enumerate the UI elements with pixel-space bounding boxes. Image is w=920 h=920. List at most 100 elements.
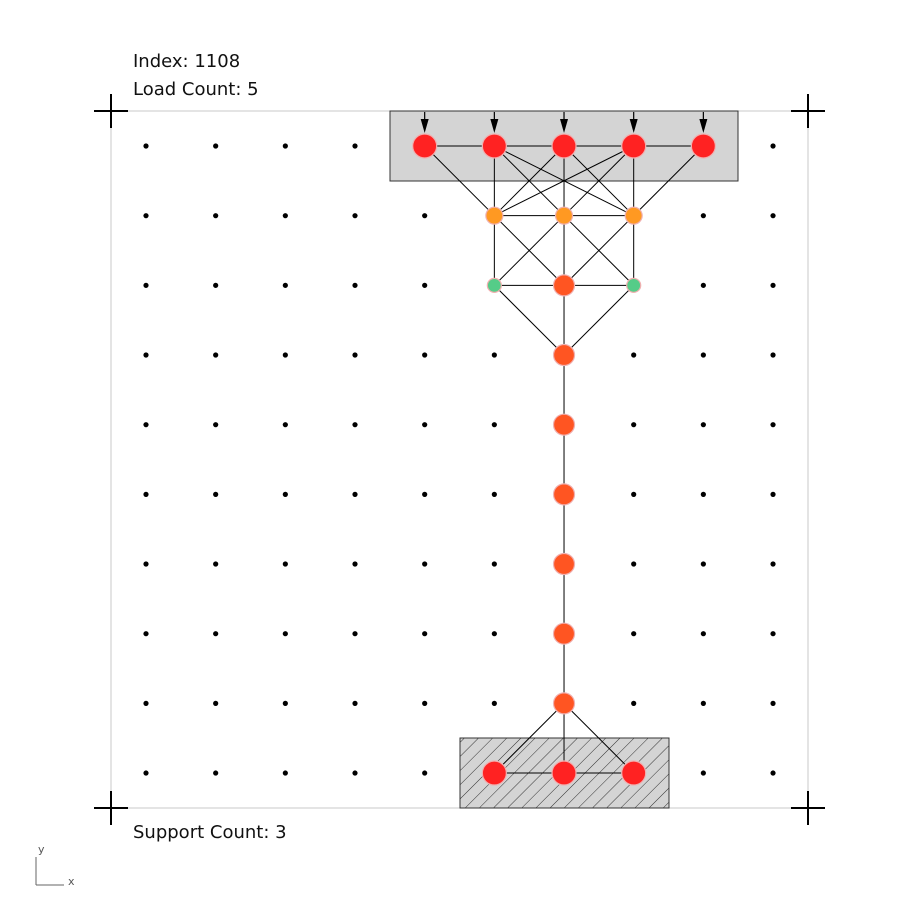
structure-node xyxy=(552,483,576,506)
grid-dot xyxy=(631,352,637,358)
grid-dot xyxy=(352,352,358,358)
grid-dot xyxy=(282,561,288,567)
member-edge xyxy=(563,284,635,356)
member-edge xyxy=(493,284,565,356)
structure-node xyxy=(621,760,647,786)
grid-dot xyxy=(422,561,428,567)
structure-node xyxy=(412,133,438,159)
grid-dot xyxy=(213,631,219,637)
structure-node xyxy=(481,760,507,786)
grid-dot xyxy=(143,561,149,567)
index-label: Index: 1108 xyxy=(133,53,240,71)
corner-marker-bottom-right xyxy=(791,791,825,825)
grid-dot xyxy=(700,631,706,637)
grid-dot xyxy=(213,143,219,149)
grid-dot xyxy=(770,143,776,149)
grid-dot xyxy=(282,491,288,497)
load-arrows xyxy=(420,112,708,133)
grid-dot xyxy=(282,422,288,428)
member-edge xyxy=(493,145,565,217)
grid-dot xyxy=(213,491,219,497)
member-edge xyxy=(563,215,635,286)
structure-node xyxy=(551,760,577,786)
load-count-value: 5 xyxy=(247,79,259,100)
grid-dot xyxy=(770,282,776,288)
grid-dot xyxy=(143,491,149,497)
structure-node xyxy=(626,277,642,293)
grid-dot xyxy=(143,143,149,149)
grid-dot xyxy=(491,700,497,706)
grid-dot xyxy=(352,700,358,706)
grid-dot xyxy=(143,213,149,219)
grid-dot xyxy=(352,491,358,497)
grid-dot xyxy=(700,491,706,497)
grid-dot xyxy=(491,422,497,428)
structure-node xyxy=(552,622,576,645)
load-count-label: Load Count: 5 xyxy=(133,81,259,99)
member-edge xyxy=(424,145,495,217)
structure-node xyxy=(621,133,647,159)
grid-dot xyxy=(770,422,776,428)
structure-node xyxy=(552,692,576,715)
grid-dot xyxy=(491,561,497,567)
grid-dot xyxy=(770,213,776,219)
grid-dot xyxy=(770,631,776,637)
corner-markers xyxy=(94,94,825,825)
grid-dot xyxy=(213,352,219,358)
load-arrow-icon xyxy=(629,112,638,133)
structure-node xyxy=(552,552,576,576)
structure-node xyxy=(624,206,643,225)
grid-dot xyxy=(491,631,497,637)
grid-dot xyxy=(700,700,706,706)
grid-dot xyxy=(143,282,149,288)
grid-dot xyxy=(422,631,428,637)
grid-dot xyxy=(770,491,776,497)
structure-nodes xyxy=(412,133,716,786)
grid-dot xyxy=(631,491,637,497)
grid-dot xyxy=(213,282,219,288)
corner-marker-top-left xyxy=(94,94,128,128)
support-count-label: Support Count: 3 xyxy=(133,824,287,842)
grid-dot xyxy=(213,213,219,219)
grid-dot xyxy=(700,282,706,288)
structure-node xyxy=(485,206,504,225)
corner-marker-top-right xyxy=(791,94,825,128)
grid-dot xyxy=(422,770,428,776)
grid-dot xyxy=(282,631,288,637)
grid-dot xyxy=(422,213,428,219)
axis-x-label: x xyxy=(68,875,75,888)
load-count-prefix: Load Count: xyxy=(133,79,248,100)
grid-dot xyxy=(282,352,288,358)
member-edge xyxy=(494,145,634,217)
grid-dot xyxy=(422,491,428,497)
grid-dot xyxy=(700,561,706,567)
corner-marker-bottom-left xyxy=(94,791,128,825)
grid-dot xyxy=(631,561,637,567)
grid-dot xyxy=(213,422,219,428)
grid-dot xyxy=(352,631,358,637)
index-value: 1108 xyxy=(194,51,241,72)
grid-dot xyxy=(491,491,497,497)
grid-dot xyxy=(770,561,776,567)
grid-dot xyxy=(213,700,219,706)
structure-node xyxy=(552,413,576,436)
grid-dot xyxy=(352,770,358,776)
grid-dot xyxy=(631,631,637,637)
grid-dot xyxy=(352,282,358,288)
grid-dot xyxy=(213,561,219,567)
grid-dot xyxy=(700,770,706,776)
member-edge xyxy=(563,703,635,774)
grid-dot xyxy=(282,213,288,219)
grid-dot xyxy=(422,700,428,706)
grid-dot xyxy=(143,352,149,358)
grid-dot xyxy=(700,422,706,428)
grid-dot xyxy=(282,770,288,776)
index-prefix: Index: xyxy=(133,51,195,72)
grid-dot xyxy=(143,422,149,428)
load-arrow-icon xyxy=(490,112,499,133)
grid-dot xyxy=(143,770,149,776)
grid-dot xyxy=(352,143,358,149)
structure-node xyxy=(554,206,574,225)
load-arrow-icon xyxy=(699,112,708,133)
